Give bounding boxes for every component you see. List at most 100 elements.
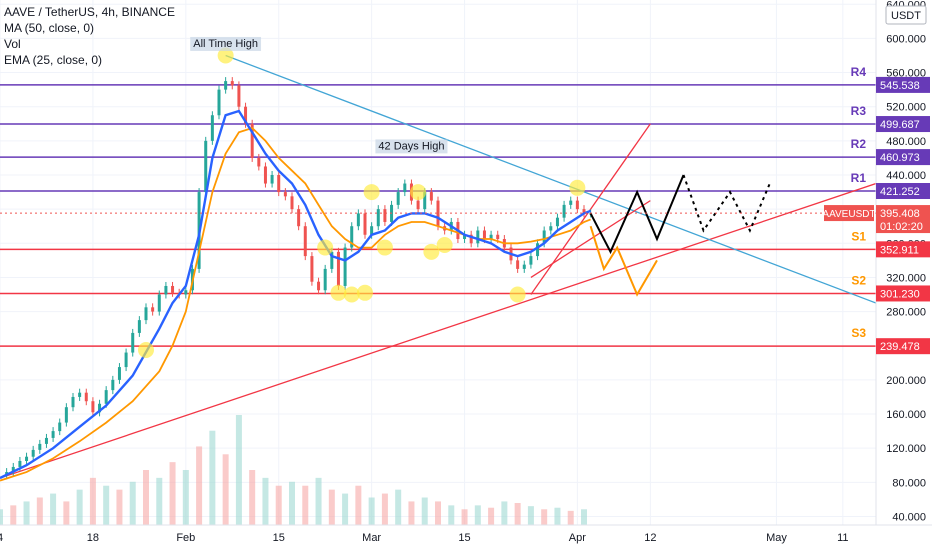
volume-bar: [554, 507, 561, 525]
y-tick-label: 480.000: [886, 136, 926, 148]
volume-bar: [541, 509, 548, 525]
volume-bar: [527, 506, 534, 525]
volume-bar: [435, 501, 441, 525]
candle-body: [562, 204, 566, 218]
candle-body: [350, 226, 354, 248]
highlight-point: [138, 342, 154, 358]
candle-body: [370, 226, 374, 235]
candle-body: [516, 260, 520, 269]
current-price-countdown: 01:02:20: [880, 221, 923, 233]
level-tag-value: 239.478: [880, 341, 920, 353]
candle-body: [18, 460, 22, 467]
volume-bar: [581, 509, 587, 525]
candle-body: [137, 320, 141, 333]
candle-body: [582, 209, 586, 214]
volume-bar: [23, 501, 30, 525]
candle-body: [91, 401, 95, 413]
level-tag-value: 301.230: [880, 288, 920, 300]
x-tick-label: Feb: [176, 532, 195, 544]
level-tag-value: 545.538: [880, 80, 920, 92]
candle-body: [290, 196, 294, 210]
level-name-s3: S3: [851, 326, 866, 340]
candle-body: [529, 256, 533, 265]
indicator-vol[interactable]: Vol: [4, 37, 21, 51]
ema25-line: [0, 109, 592, 480]
candle-body: [164, 285, 168, 295]
annotation-bg: [375, 139, 448, 154]
highlight-point: [509, 286, 526, 303]
x-tick-label: Apr: [569, 532, 586, 544]
x-tick-label: 15: [273, 532, 285, 544]
candle-body: [31, 449, 35, 457]
volume-bar: [342, 493, 349, 525]
candle-body: [336, 251, 340, 286]
candle-body: [217, 89, 221, 116]
candle-body: [210, 115, 214, 141]
level-tag-bg-r1: [876, 183, 930, 200]
volume-bar: [209, 430, 216, 525]
candle-body: [423, 192, 427, 210]
volume-bar: [328, 489, 335, 525]
candle-body: [330, 251, 334, 269]
level-tag-bg-r4: [876, 76, 930, 93]
y-tick-label: 520.000: [886, 102, 926, 114]
level-name-r2: R2: [851, 137, 867, 151]
volume-bar: [448, 505, 455, 525]
candle-body: [237, 85, 241, 107]
candle-body: [111, 379, 115, 391]
volume-bar: [514, 503, 521, 525]
candle-body: [569, 200, 573, 205]
x-tick-label: 4: [0, 532, 3, 544]
volume-bar: [50, 493, 57, 525]
candle-body: [555, 217, 559, 227]
y-tick-label: 280.000: [886, 307, 926, 319]
level-name-r1: R1: [851, 171, 867, 185]
projection-path-0: [589, 174, 685, 255]
y-tick-label: 120.000: [886, 443, 926, 455]
y-tick-label: 160.000: [886, 409, 926, 421]
candle-body: [376, 209, 380, 227]
candle-body: [436, 200, 440, 227]
candle-body: [542, 230, 546, 244]
level-tag-value: 352.911: [880, 244, 919, 256]
symbol-title[interactable]: AAVE / TetherUS, 4h, BINANCE: [4, 5, 175, 19]
candle-body: [25, 456, 29, 461]
volume-bar: [501, 501, 508, 525]
level-name-r3: R3: [851, 104, 867, 118]
highlight-point: [363, 184, 380, 201]
candle-body: [131, 332, 135, 353]
volume-bar: [368, 497, 375, 525]
symbol-tag-label: AAVEUSDT: [822, 209, 875, 220]
level-tag-value: 460.973: [880, 152, 920, 164]
candle-body: [263, 166, 267, 184]
candle-body: [51, 431, 55, 438]
indicator-ma[interactable]: MA (50, close, 0): [4, 21, 95, 35]
projection-path-2: [589, 225, 658, 297]
volume-bar: [103, 485, 110, 525]
symbol-tag-bg: [824, 205, 874, 222]
candle-body: [277, 175, 281, 193]
level-name-r4: R4: [851, 65, 867, 79]
highlight-point: [357, 284, 373, 301]
volume-bar: [289, 481, 295, 525]
highlight-point: [569, 179, 586, 196]
candle-body: [363, 213, 367, 235]
candle-body: [204, 140, 208, 193]
highlight-point: [436, 237, 453, 253]
volume-bar: [408, 501, 415, 525]
volume-bar: [129, 481, 136, 525]
candle-body: [303, 226, 307, 257]
volume-bar: [222, 454, 229, 525]
highlight-point: [376, 239, 393, 256]
level-name-s2: S2: [851, 273, 866, 287]
x-tick-label: Mar: [362, 532, 381, 544]
level-tag-value: 421.252: [880, 186, 920, 198]
candle-body: [84, 392, 88, 402]
indicator-ema[interactable]: EMA (25, close, 0): [4, 53, 103, 67]
volume-bar: [302, 485, 309, 525]
level-tag-bg-s1: [876, 241, 930, 258]
candle-body: [44, 437, 48, 444]
candle-body: [11, 466, 15, 473]
